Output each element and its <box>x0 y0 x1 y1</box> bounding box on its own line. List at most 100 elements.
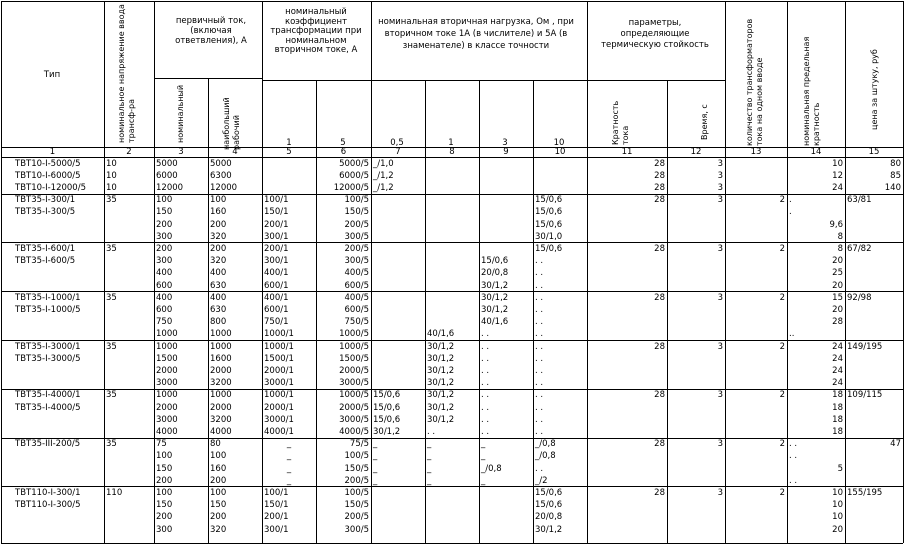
table-cell: 3 <box>717 390 723 401</box>
table-cell: _/1,2 <box>373 170 394 181</box>
table-cell: 3 <box>717 158 723 169</box>
table-cell: 15 <box>832 292 843 303</box>
table-cell: 1000 <box>210 329 232 340</box>
table-cell: . . <box>789 475 798 486</box>
column-number: 3 <box>178 147 184 157</box>
table-cell: _ <box>373 439 378 450</box>
table-cell: 28 <box>654 182 665 193</box>
table-cell: 28 <box>654 243 665 254</box>
table-cell: _/0,8 <box>535 439 556 450</box>
table-cell: 10 <box>106 158 117 169</box>
table-cell: ТВТ35-I-600/5 <box>15 256 76 267</box>
table-cell: 30/1,2 <box>427 378 455 389</box>
table-cell: . . <box>481 353 490 364</box>
table-cell: 3 <box>717 487 723 498</box>
table-cell: _ <box>373 463 378 474</box>
table-cell: 150/5 <box>344 500 370 511</box>
table-cell: 18 <box>832 426 843 437</box>
table-cell: 2 <box>779 487 785 498</box>
table-cell: 1000/1 <box>264 341 294 352</box>
table-cell: . . <box>535 463 544 474</box>
table-cell: . . <box>535 329 544 340</box>
table-cell: ТВТ35-I-3000/5 <box>15 353 81 364</box>
table-cell: 630 <box>210 280 227 291</box>
table-cell: 15/0,6 <box>373 402 401 413</box>
table-cell: 750 <box>156 317 173 328</box>
table-cell: 150/1 <box>264 500 289 511</box>
table-cell: 20 <box>832 524 843 535</box>
header-stability-time: Время, с <box>700 104 709 140</box>
table-cell: 3 <box>717 182 723 193</box>
table-cell: 35 <box>106 390 117 401</box>
table-cell: ТВТ35-I-3000/1 <box>15 341 81 352</box>
table-cell: . . <box>535 353 544 364</box>
table-cell: 75 <box>156 439 167 450</box>
table-cell: 30/1,2 <box>481 292 509 303</box>
table-cell: . . <box>481 365 490 376</box>
table-cell: 750/1 <box>264 317 289 328</box>
table-cell: 600/1 <box>264 304 289 315</box>
table-cell: 30/1,2 <box>427 353 455 364</box>
grid-line <box>1 543 903 544</box>
table-cell: ТВТ35-I-1000/1 <box>15 292 81 303</box>
table-cell: 2 <box>779 341 785 352</box>
table-cell: 1600 <box>210 353 232 364</box>
header-limit: номинальная предельная кратность <box>802 36 821 146</box>
table-cell: _ <box>286 475 292 486</box>
table-cell: ТВТ35-I-4000/5 <box>15 402 81 413</box>
header-ratio-5: 5 <box>340 138 346 148</box>
table-cell: _ <box>427 475 432 486</box>
header-ratio-1: 1 <box>286 138 292 148</box>
table-cell: 750/5 <box>344 317 370 328</box>
table-cell: ТВТ110-I-300/5 <box>15 500 81 511</box>
column-number: 10 <box>554 147 566 157</box>
table-cell: 15/0,6 <box>535 195 563 206</box>
table-cell: 200 <box>210 512 227 523</box>
table-cell: _/1,2 <box>373 182 394 193</box>
table-cell: 300 <box>156 524 173 535</box>
table-cell: 200 <box>210 475 227 486</box>
table-cell: . . <box>535 317 544 328</box>
table-cell: 35 <box>106 439 117 450</box>
table-cell: 600/5 <box>344 304 370 315</box>
header-load-05: 0,5 <box>390 138 404 148</box>
table-cell: 600/1 <box>264 280 289 291</box>
table-cell: 6000 <box>156 170 178 181</box>
table-cell: 4000/5 <box>339 426 369 437</box>
table-cell: . . <box>535 378 544 389</box>
header-stability: параметры, определяющие термическую стой… <box>601 18 709 50</box>
table-cell: ТВТ35-III-200/5 <box>15 439 81 450</box>
grid-line <box>587 80 725 81</box>
table-cell: 300/1 <box>264 231 289 242</box>
table-cell: 24 <box>832 182 843 193</box>
grid-line <box>262 1 263 543</box>
table-cell: 20/0,8 <box>481 268 509 279</box>
table-cell: 1000 <box>156 390 178 401</box>
table-cell: ТВТ35-I-600/1 <box>15 243 76 254</box>
table-cell: 6000/5 <box>339 170 369 181</box>
table-cell: 47 <box>890 439 901 450</box>
table-cell: 400 <box>210 268 227 279</box>
table-cell: 100 <box>156 487 173 498</box>
table-cell: 100 <box>210 195 227 206</box>
table-cell: 400/1 <box>264 292 289 303</box>
table-cell: 200/5 <box>344 512 370 523</box>
table-cell: 109/115 <box>847 390 883 401</box>
table-cell: 28 <box>654 292 665 303</box>
table-cell: 3 <box>717 243 723 254</box>
table-cell: 160 <box>210 207 227 218</box>
header-primary-current: первичный ток, (включая ответвления), А <box>175 16 247 46</box>
grid-line <box>104 1 105 543</box>
table-cell: 2000/1 <box>264 365 294 376</box>
grid-line <box>1 147 903 148</box>
table-cell: 30/1,2 <box>427 341 455 352</box>
table-cell: 28 <box>654 487 665 498</box>
table-cell: 3 <box>717 195 723 206</box>
table-cell: ТВТ35-I-1000/5 <box>15 304 81 315</box>
grid-line <box>1 157 903 158</box>
table-cell: 200 <box>156 512 173 523</box>
grid-line <box>208 78 209 543</box>
table-cell: 92/98 <box>847 292 872 303</box>
table-cell: _ <box>286 451 292 462</box>
table-cell: 5000/5 <box>339 158 369 169</box>
